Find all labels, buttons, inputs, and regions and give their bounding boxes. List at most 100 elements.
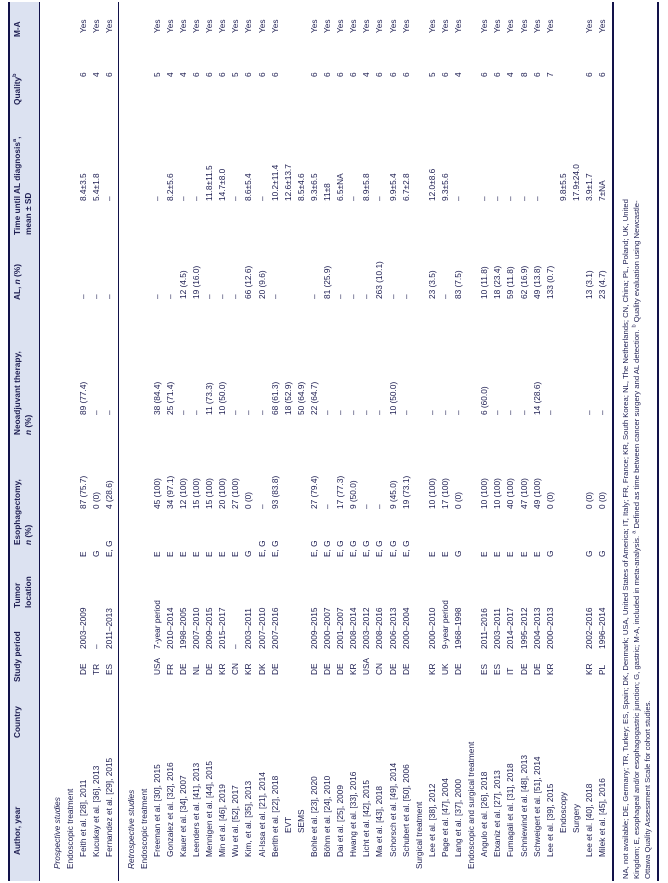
cell-quality: 6 — [439, 72, 450, 77]
cell-al: 23 (4.7) — [597, 270, 608, 299]
row-label: Lang et al. [37], 2000 — [453, 779, 463, 857]
text-segment: Tumor — [12, 582, 22, 608]
cell-quality: 6 — [269, 72, 280, 77]
cell-country: KR — [217, 663, 228, 675]
cell-al: 18 (23.4) — [492, 265, 503, 299]
cell-esoph: 12 (100) — [177, 478, 188, 509]
cell-time: – — [518, 196, 529, 201]
table-row: Böhm et al. [24], 2010 DE 2000–2007 E, G – – 8… — [321, 0, 334, 883]
cell-ma: Yes — [230, 19, 241, 33]
table-row: Gonzalez et al. [32], 2016 FR 2010–2014 E 34… — [164, 0, 177, 883]
cell-period: 7-year period — [151, 600, 162, 649]
cell-period: 2000–2007 — [322, 607, 332, 649]
header-line: location — [23, 576, 34, 608]
cell-quality: 4 — [177, 72, 188, 77]
cell-ma: Yes — [544, 19, 555, 33]
cell-time: – — [151, 196, 162, 201]
cell-period: 2004–2013 — [531, 607, 542, 649]
row-label: Bohle et al. [23], 2020 — [308, 776, 319, 857]
cell-neo: 10 (50.0) — [387, 381, 398, 415]
cell-quality: 6 — [322, 72, 332, 77]
row-label: Al-Issa et al. [21], 2014 — [256, 772, 267, 857]
cell-period: 2008–2014 — [348, 607, 359, 649]
cell-tumor: E — [439, 551, 450, 557]
column-header-author: Author, year — [12, 807, 23, 855]
cell-quality: 4 — [91, 72, 102, 77]
table-row: Wu et al. [52], 2017 CN – E 27 (100) – – – 5 Yes — [229, 0, 242, 883]
header-line: n (%) — [23, 351, 34, 435]
cell-ma: Yes — [177, 19, 188, 33]
table-row: Berlth et al. [22], 2018 DE 2007–2016 E, G 9… — [269, 0, 282, 883]
text-segment: location — [22, 576, 33, 608]
row-label: Kucukay et al. [36], 2013 — [91, 765, 102, 857]
cell-ma: Yes — [204, 19, 215, 33]
cell-ma: Yes — [91, 19, 102, 33]
cell-tumor: E, G — [400, 540, 411, 557]
cell-period: 2000–2004 — [400, 607, 411, 649]
table-row: Schweigert et al. [51], 2014 DE 2004–2013 E… — [531, 0, 544, 883]
column-header-al: AL, n (%) — [12, 264, 23, 300]
text-segment: Defined as time between cancer surgery a… — [632, 327, 641, 531]
cell-time: – — [505, 196, 516, 201]
cell-al: 133 (0.7) — [544, 265, 555, 299]
table-row: Schorsch et al. [49], 2014 DE 2006–2013 E, … — [387, 0, 400, 883]
cell-neo: – — [426, 410, 437, 415]
cell-time: 17.9±24.0 — [570, 164, 581, 201]
text-segment: Author, year — [12, 806, 22, 855]
text-segment: n — [22, 429, 33, 435]
cell-time: – — [374, 196, 385, 201]
cell-al: 62 (16.9) — [518, 265, 529, 299]
header-line: Author, year — [12, 807, 23, 855]
cell-time: 9.9±5.4 — [387, 173, 398, 201]
cell-time: 8.4±3.5 — [78, 173, 89, 201]
row-label: Feith et al. [28], 2011 — [78, 779, 89, 857]
cell-time: 5.4±1.8 — [91, 173, 102, 201]
cell-al: 66 (12.6) — [243, 265, 254, 299]
header-line: AL, n (%) — [12, 264, 23, 300]
cell-neo: – — [91, 410, 102, 415]
cell-country: ES — [104, 663, 115, 675]
cell-period: 1968–1998 — [453, 607, 463, 649]
cell-country: KR — [426, 663, 437, 675]
cell-ma: Yes — [400, 19, 411, 33]
table-row: Licht et al. [42], 2015 USA 2003–2012 E, G –… — [360, 0, 373, 883]
row-label: Lee et al. [40], 2018 — [584, 783, 594, 857]
cell-al: – — [204, 294, 215, 299]
cell-tumor: E — [204, 551, 215, 557]
table-footnote: NA, not available; DE, Germany; TR, Turk… — [620, 7, 653, 879]
table-row: Prospective studies — [51, 0, 64, 883]
cell-time: 11.8±11.5 — [204, 165, 215, 201]
cell-time: 3.9±1.7 — [584, 173, 594, 201]
superscript-marker: b — [12, 73, 19, 77]
row-label: Kauer et al. [34], 2007 — [177, 775, 188, 857]
cell-country: UK — [439, 663, 450, 675]
cell-al: 19 (16.0) — [191, 265, 201, 299]
table-row: Endoscopy 9.8±5.5 — [557, 0, 570, 883]
column-header-neo: Neoadjuvant therapy, n (%) — [12, 351, 33, 435]
cell-esoph: 0 (0) — [453, 491, 463, 509]
cell-time: – — [191, 196, 201, 201]
cell-quality: 8 — [518, 72, 529, 77]
cell-esoph: – — [361, 504, 372, 509]
cell-period: 2000–2010 — [426, 607, 437, 649]
cell-ma: Yes — [505, 19, 516, 33]
cell-quality: 5 — [426, 72, 437, 77]
cell-time: 9.3±5.6 — [439, 173, 450, 201]
cell-al: 10 (11.8) — [479, 266, 490, 299]
table-row: Fernandez et al. [29], 2015 ES 2011–2013 E,… — [103, 0, 116, 883]
cell-period: 2007–2010 — [256, 607, 267, 649]
cell-period: 2008–2016 — [374, 607, 385, 649]
cell-ma: Yes — [335, 19, 346, 33]
footnote-line: Kingdom; E, esophageal and/or esophagoga… — [631, 7, 642, 879]
cell-period: 2003–2011 — [243, 608, 254, 649]
column-header-quality: Qualityb — [12, 73, 23, 105]
cell-neo: – — [230, 410, 241, 415]
cell-esoph: 19 (73.1) — [400, 475, 411, 509]
cell-quality: 6 — [597, 72, 608, 77]
text-segment: Study period — [12, 631, 22, 682]
cell-esoph: 49 (100) — [531, 478, 542, 509]
cell-esoph: 45 (100) — [151, 478, 162, 509]
text-segment: M-A — [12, 21, 22, 37]
cell-country: DE — [453, 663, 463, 675]
cell-neo: 11 (73.3) — [204, 382, 215, 415]
